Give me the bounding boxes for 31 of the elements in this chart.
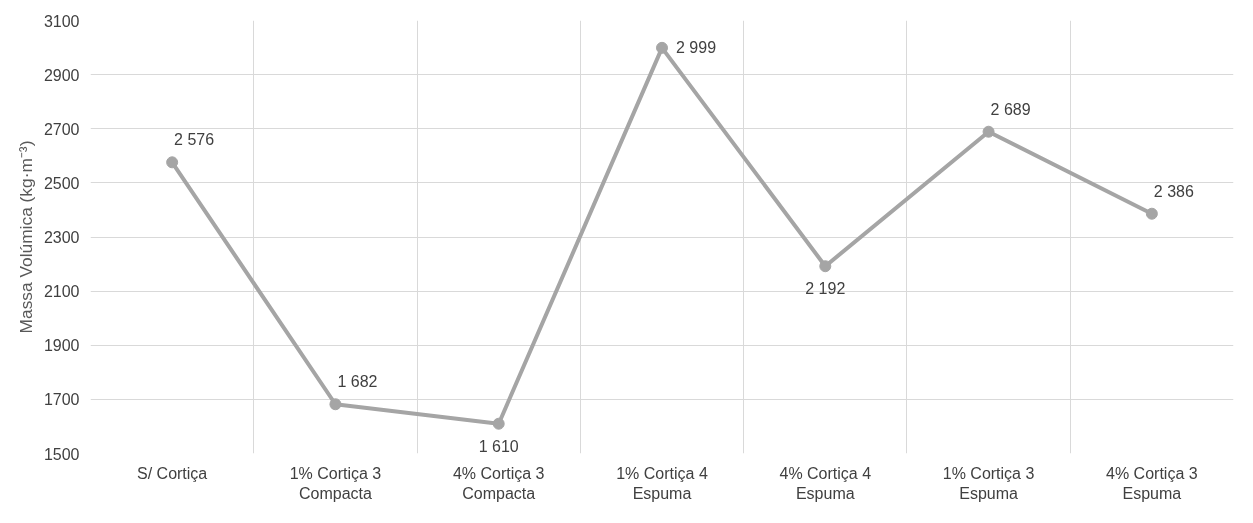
y-tick-label: 2700	[43, 120, 80, 138]
y-axis-title: Massa Volúmica (kg·m⁻³)	[15, 140, 36, 334]
x-tick-label: 4% Cortiça 3 Compacta	[452, 464, 545, 502]
y-tick-label: 2900	[43, 66, 80, 84]
data-label: 1 682	[337, 373, 378, 391]
x-tick-label: 4% Cortiça 4 Espuma	[779, 464, 872, 502]
point	[329, 398, 342, 411]
x-tick-label: 1% Cortiça 4 Espuma	[616, 464, 708, 502]
y-tick-label: 1500	[43, 445, 80, 463]
point	[819, 260, 832, 273]
y-tick-label: 2500	[43, 174, 80, 192]
y-tick-label: 2300	[43, 229, 80, 246]
y-tick-label: 3100	[43, 12, 80, 30]
data-label: 1 610	[478, 437, 519, 455]
y-tick-label: 1700	[43, 391, 80, 409]
point	[1145, 207, 1158, 220]
point	[656, 41, 668, 54]
y-tick-label: 1900	[43, 337, 80, 355]
data-label: 2 192	[805, 280, 846, 298]
point	[492, 417, 505, 430]
data-label: 2 576	[174, 131, 215, 149]
x-tick-label: 1% Cortiça 3 Compacta	[289, 464, 382, 502]
data-label: 2 999	[676, 39, 717, 57]
x-tick-label: 4% Cortiça 3 Espuma	[1106, 464, 1198, 502]
data-label: 2 386	[1153, 182, 1194, 200]
point	[166, 156, 179, 169]
y-tick-label: 2100	[43, 283, 80, 301]
x-tick-label: S/ Cortiça	[137, 464, 208, 482]
data-label: 2 689	[990, 100, 1031, 118]
point	[982, 125, 995, 138]
x-tick-label: 1% Cortiça 3 Espuma	[942, 464, 1035, 502]
